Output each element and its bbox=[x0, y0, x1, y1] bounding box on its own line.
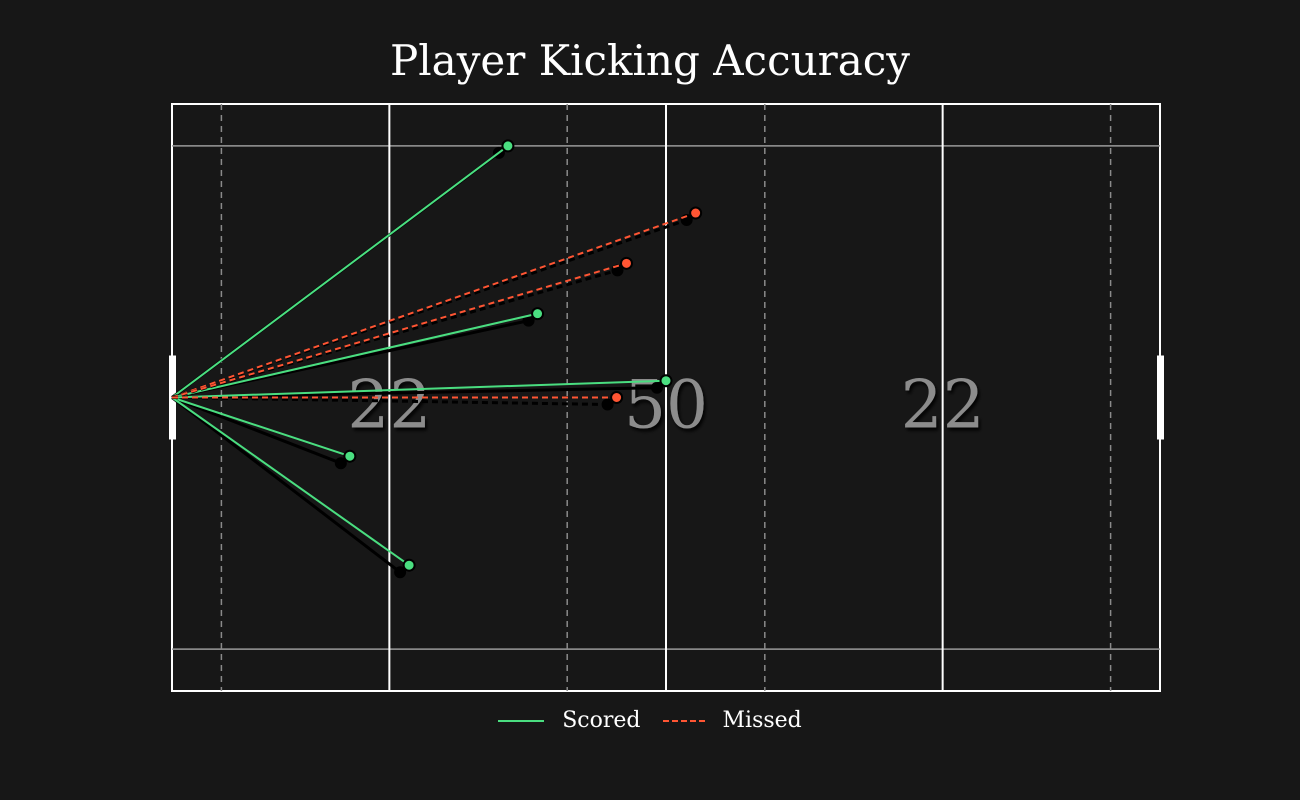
legend-swatch-missed bbox=[662, 719, 705, 722]
scored-kick-2-line bbox=[171, 379, 667, 399]
scored-kick-4-shadow-point bbox=[394, 566, 407, 579]
legend-swatch-scored bbox=[498, 719, 545, 722]
pitch-labels: 22 50 22 bbox=[347, 367, 984, 444]
missed-kick-1-shadow-line bbox=[171, 268, 618, 399]
legend-label-missed: Missed bbox=[722, 708, 802, 733]
kick-trajectories bbox=[171, 139, 703, 579]
scored-kick-1-shadow-point bbox=[522, 314, 535, 327]
legend-item-missed: Missed bbox=[662, 708, 802, 733]
scored-kick-2-point bbox=[659, 374, 673, 388]
scored-kick-4-point bbox=[402, 558, 416, 572]
scored-kick-3-line bbox=[171, 396, 351, 458]
missed-kick-2-shadow-point bbox=[601, 398, 614, 411]
missed-kick-2-point bbox=[610, 391, 624, 404]
scored-kick-2-shadow-line bbox=[171, 386, 658, 399]
legend-item-scored: Scored bbox=[498, 708, 641, 733]
missed-kick-0-line bbox=[171, 212, 696, 399]
scored-kick-4-line bbox=[171, 396, 410, 567]
legend-label-scored: Scored bbox=[562, 708, 641, 733]
missed-kick-1-point bbox=[619, 256, 633, 270]
scored-kick-1-line bbox=[171, 312, 538, 399]
chart-title: Player Kicking Accuracy bbox=[389, 36, 911, 85]
pitch-label-22-2: 22 bbox=[901, 367, 985, 444]
scored-kick-0-point bbox=[501, 139, 515, 153]
scored-kick-0-line bbox=[171, 145, 509, 399]
scored-kick-3-point bbox=[343, 449, 357, 463]
scored-kick-2-shadow-point bbox=[651, 381, 663, 394]
missed-kick-2-shadow-line bbox=[171, 396, 608, 406]
scored-kick-3-shadow-point bbox=[334, 457, 347, 470]
missed-kick-1-line bbox=[171, 262, 627, 399]
scored-kick-3-shadow-line bbox=[171, 396, 342, 465]
pitch-label-22-0: 22 bbox=[347, 367, 431, 444]
goal-post-right bbox=[1157, 355, 1164, 440]
legend: Scored Missed bbox=[0, 708, 1300, 733]
scored-kick-4-shadow-line bbox=[171, 396, 402, 574]
scored-kick-1-point bbox=[531, 307, 545, 321]
missed-kick-0-point bbox=[689, 206, 703, 220]
